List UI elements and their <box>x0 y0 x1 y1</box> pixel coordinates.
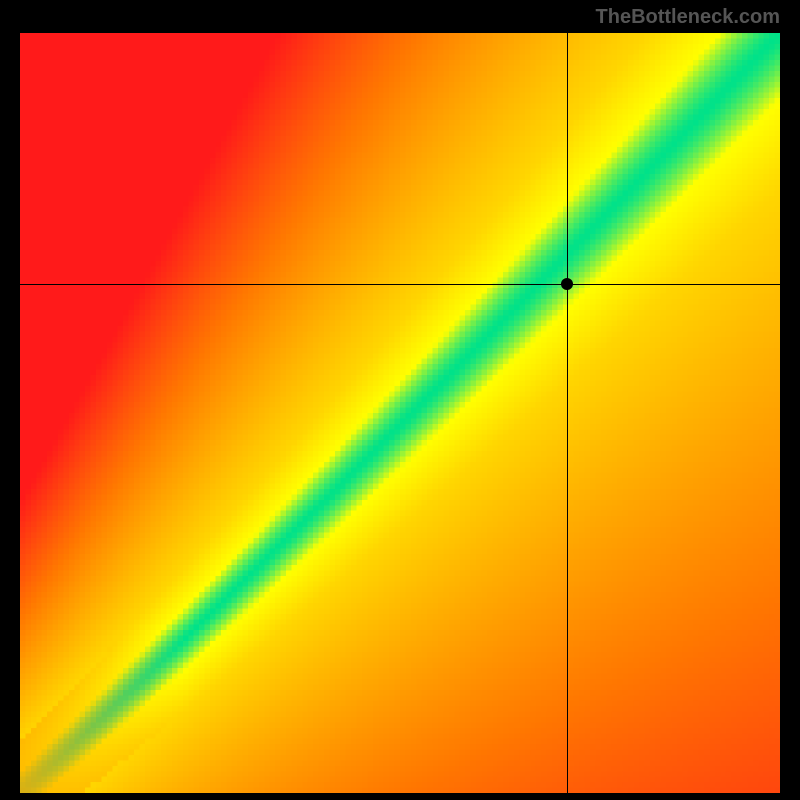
plot-area <box>20 33 780 793</box>
crosshair-vertical <box>567 33 568 793</box>
crosshair-marker <box>561 278 573 290</box>
chart-container: TheBottleneck.com <box>0 0 800 800</box>
watermark-text: TheBottleneck.com <box>596 6 780 29</box>
heatmap-canvas <box>20 33 780 793</box>
crosshair-horizontal <box>20 284 780 285</box>
